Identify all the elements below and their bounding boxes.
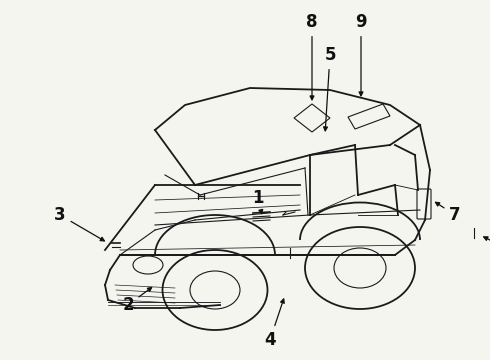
Text: 7: 7 <box>436 202 461 224</box>
Text: 1: 1 <box>252 189 264 213</box>
Text: 9: 9 <box>355 13 367 96</box>
Text: 5: 5 <box>323 46 336 131</box>
Ellipse shape <box>305 227 415 309</box>
Text: 2: 2 <box>122 288 151 314</box>
Text: 3: 3 <box>54 206 104 241</box>
Ellipse shape <box>133 256 163 274</box>
Text: 4: 4 <box>264 299 284 349</box>
Text: 6: 6 <box>484 237 490 294</box>
Ellipse shape <box>190 271 240 309</box>
Ellipse shape <box>334 248 386 288</box>
FancyBboxPatch shape <box>417 189 431 219</box>
Text: 8: 8 <box>306 13 318 100</box>
Polygon shape <box>348 104 390 129</box>
Ellipse shape <box>163 250 268 330</box>
Polygon shape <box>294 104 330 132</box>
